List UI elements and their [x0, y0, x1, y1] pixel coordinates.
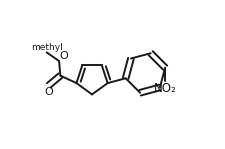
Text: methyl: methyl — [31, 42, 63, 52]
Text: O: O — [44, 87, 53, 97]
Text: O: O — [59, 51, 68, 61]
Text: NO₂: NO₂ — [154, 82, 177, 95]
